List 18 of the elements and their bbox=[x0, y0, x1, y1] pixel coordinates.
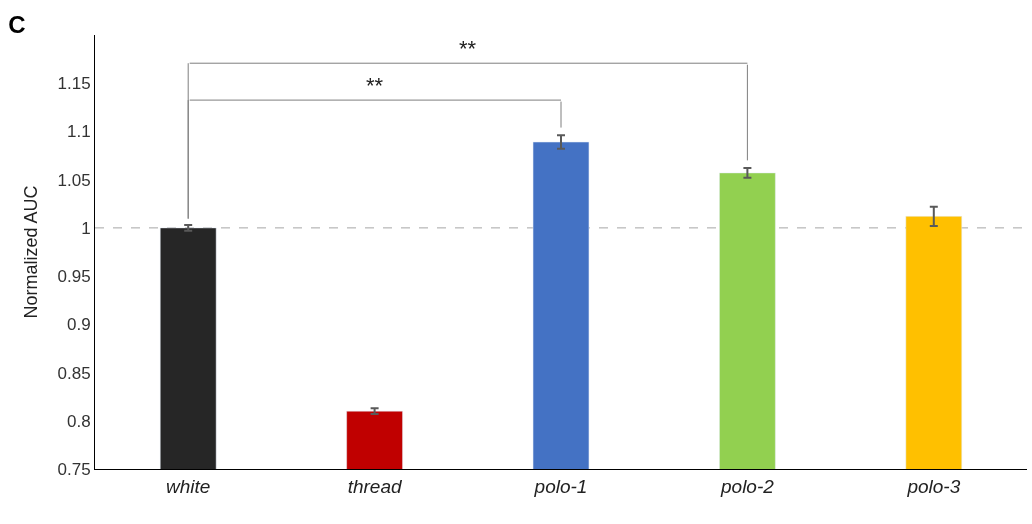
y-tick-label: 1.1 bbox=[66, 122, 91, 142]
x-tick-label: polo-1 bbox=[533, 475, 588, 497]
x-tick-label: thread bbox=[347, 475, 403, 497]
x-tick-label: white bbox=[166, 475, 211, 497]
y-tick-label: 1 bbox=[81, 218, 91, 238]
annotation: ** bbox=[366, 73, 384, 98]
y-axis-title: Normalized AUC bbox=[20, 185, 41, 319]
x-tick-label: polo-2 bbox=[719, 475, 775, 497]
annotation: ** bbox=[459, 36, 477, 61]
y-tick-label: 0.8 bbox=[66, 411, 91, 431]
y-tick-label: 0.9 bbox=[66, 315, 91, 335]
y-tick-label: 0.85 bbox=[57, 363, 91, 383]
y-tick-label: 1.05 bbox=[57, 170, 91, 190]
y-tick-label: 0.95 bbox=[57, 267, 91, 287]
chart-title: C bbox=[8, 10, 26, 38]
y-tick-label: 1.15 bbox=[57, 74, 91, 94]
x-tick-label: polo-3 bbox=[906, 475, 961, 497]
y-tick-label: 0.75 bbox=[57, 459, 91, 479]
